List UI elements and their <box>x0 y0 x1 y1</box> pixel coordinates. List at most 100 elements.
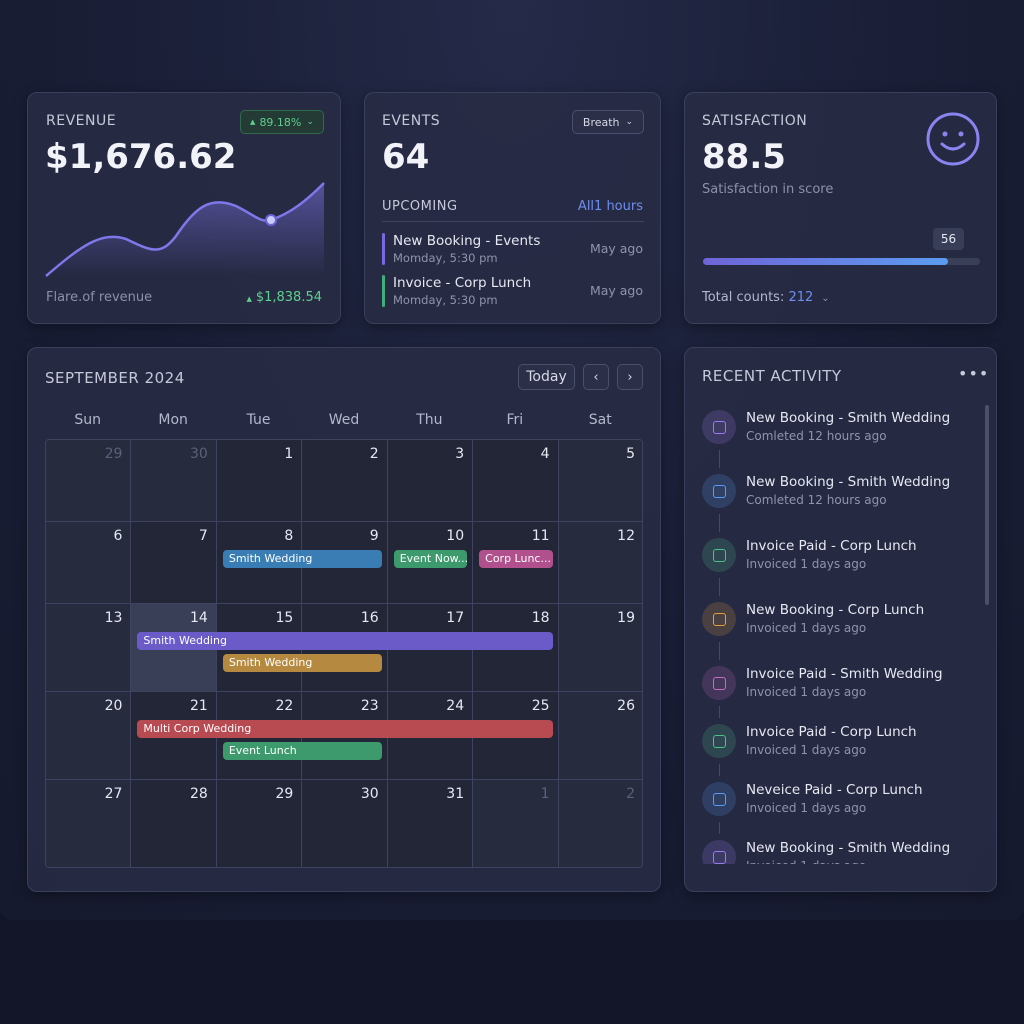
day-cell: 5 <box>558 440 642 522</box>
day-number: 19 <box>617 610 635 626</box>
activity-title: RECENT ACTIVITY <box>702 367 842 385</box>
day-number: 20 <box>104 698 123 714</box>
calendar-event[interactable]: Multi Corp Wedding <box>137 720 553 738</box>
day-cell: 30 <box>131 440 217 522</box>
day-number: 7 <box>198 528 208 544</box>
day-number: 28 <box>190 786 208 802</box>
activity-icon <box>702 474 736 508</box>
day-number: 9 <box>369 528 379 544</box>
activity-item: Invoice Paid - Corp Lunch Invoiced 1 days… <box>702 724 972 774</box>
activity-icon <box>702 410 736 444</box>
satisfaction-card: SATISFACTION 88.5 Satisfaction in score … <box>684 92 997 324</box>
calendar-title: SEPTEMBER 2024 <box>45 369 185 387</box>
day-cell: 12 <box>558 522 642 604</box>
day-number: 24 <box>446 698 465 714</box>
bar-tooltip: 56 <box>933 228 964 250</box>
day-number: 2 <box>369 446 379 462</box>
revenue-label: REVENUE <box>46 113 117 129</box>
day-number: 1 <box>284 446 294 462</box>
activity-title: Neveice Paid - Corp Lunch <box>746 782 923 798</box>
calendar-event[interactable]: Smith Wedding <box>222 550 382 568</box>
weekday-label: Sat <box>588 412 612 428</box>
prev-button[interactable]: ‹ <box>583 364 609 390</box>
activity-subtitle: Invoiced 1 days ago <box>746 685 867 699</box>
timeline-connector <box>719 450 720 468</box>
day-number: 30 <box>360 786 379 802</box>
icon-glyph <box>712 548 726 562</box>
day-number: 2 <box>626 786 635 802</box>
day-number: 29 <box>275 786 294 802</box>
day-cell: 3 <box>387 440 474 522</box>
day-number: 5 <box>626 446 635 462</box>
total-value: 212 <box>788 290 814 305</box>
event-accent <box>382 275 385 307</box>
activity-item: Invoice Paid - Corp Lunch Invoiced 1 days… <box>702 538 972 588</box>
activity-title: New Booking - Smith Wedding <box>746 840 951 856</box>
day-number: 13 <box>104 610 123 626</box>
events-dropdown[interactable]: Breath ⌄ <box>572 110 644 134</box>
activity-list: New Booking - Smith Wedding Comleted 12 h… <box>702 410 972 864</box>
weekday-label: Mon <box>158 412 188 428</box>
chevron: ⌄ <box>306 117 314 127</box>
revenue-footer-label: Flare.of revenue <box>46 290 153 305</box>
calendar-event[interactable]: Corp Lunc... <box>479 550 553 568</box>
day-number: 15 <box>275 610 294 626</box>
chevron: ⌄ <box>625 117 634 127</box>
day-number: 16 <box>360 610 379 626</box>
day-number: 18 <box>531 610 550 626</box>
icon-glyph <box>712 484 726 498</box>
activity-title: New Booking - Corp Lunch <box>746 602 925 618</box>
scrollbar <box>985 405 989 605</box>
progress-fill <box>703 258 949 265</box>
calendar-event[interactable]: Event Now... <box>393 550 468 568</box>
day-number: 3 <box>455 446 465 462</box>
activity-item: Invoice Paid - Smith Wedding Invoiced 1 d… <box>702 666 972 716</box>
timeline-connector <box>719 822 720 834</box>
divider <box>382 221 644 222</box>
calendar-event[interactable]: Event Lunch <box>222 742 382 760</box>
activity-subtitle: Invoiced 1 days ago <box>746 743 867 757</box>
icon-glyph <box>712 612 726 626</box>
activity-icon <box>702 666 736 700</box>
more-button[interactable]: ••• <box>958 364 990 383</box>
today-button[interactable]: Today <box>518 364 575 390</box>
day-cell: 28 <box>131 780 217 867</box>
calendar-event[interactable]: Smith Wedding <box>222 654 382 672</box>
day-number: 17 <box>446 610 465 626</box>
weekday-label: Fri <box>506 412 524 428</box>
activity-icon <box>702 782 736 816</box>
day-number: 21 <box>190 698 208 714</box>
day-cell: 7 <box>131 522 217 604</box>
up-icon: ▲ <box>246 295 252 303</box>
chevron: ⌄ <box>821 293 830 304</box>
smiley-icon <box>926 112 980 166</box>
event-time: Momday, 5:30 pm <box>393 251 498 265</box>
activity-subtitle: Invoiced 1 days ago <box>746 859 866 864</box>
day-cell: 1 <box>473 780 559 867</box>
activity-card <box>684 347 997 892</box>
day-number: 6 <box>113 528 123 544</box>
next-button[interactable]: › <box>617 364 643 390</box>
icon-glyph <box>712 850 726 864</box>
activity-icon <box>702 840 736 864</box>
day-cell: 13 <box>46 604 132 692</box>
timeline-connector <box>719 514 720 532</box>
day-number: 30 <box>190 446 208 462</box>
upcoming-link[interactable]: All1 hours <box>577 199 643 214</box>
activity-item: New Booking - Smith Wedding Invoiced 1 da… <box>702 840 972 864</box>
revenue-value: $1,676.62 <box>45 137 237 177</box>
revenue-badge[interactable]: ▲ 89.18% ⌄ <box>240 110 324 134</box>
icon-glyph <box>712 792 726 806</box>
day-cell: 1 <box>216 440 303 522</box>
sparkline-area <box>46 183 324 276</box>
activity-title: New Booking - Smith Wedding <box>746 474 951 490</box>
activity-subtitle: Invoiced 1 days ago <box>746 557 867 571</box>
timeline-connector <box>719 642 720 660</box>
calendar-event[interactable]: Smith Wedding <box>137 632 553 650</box>
day-number: 1 <box>540 786 550 802</box>
activity-title: Invoice Paid - Smith Wedding <box>746 666 943 682</box>
day-cell: 29 <box>216 780 303 867</box>
icon-glyph <box>712 420 726 434</box>
activity-item: Neveice Paid - Corp Lunch Invoiced 1 days… <box>702 782 972 832</box>
